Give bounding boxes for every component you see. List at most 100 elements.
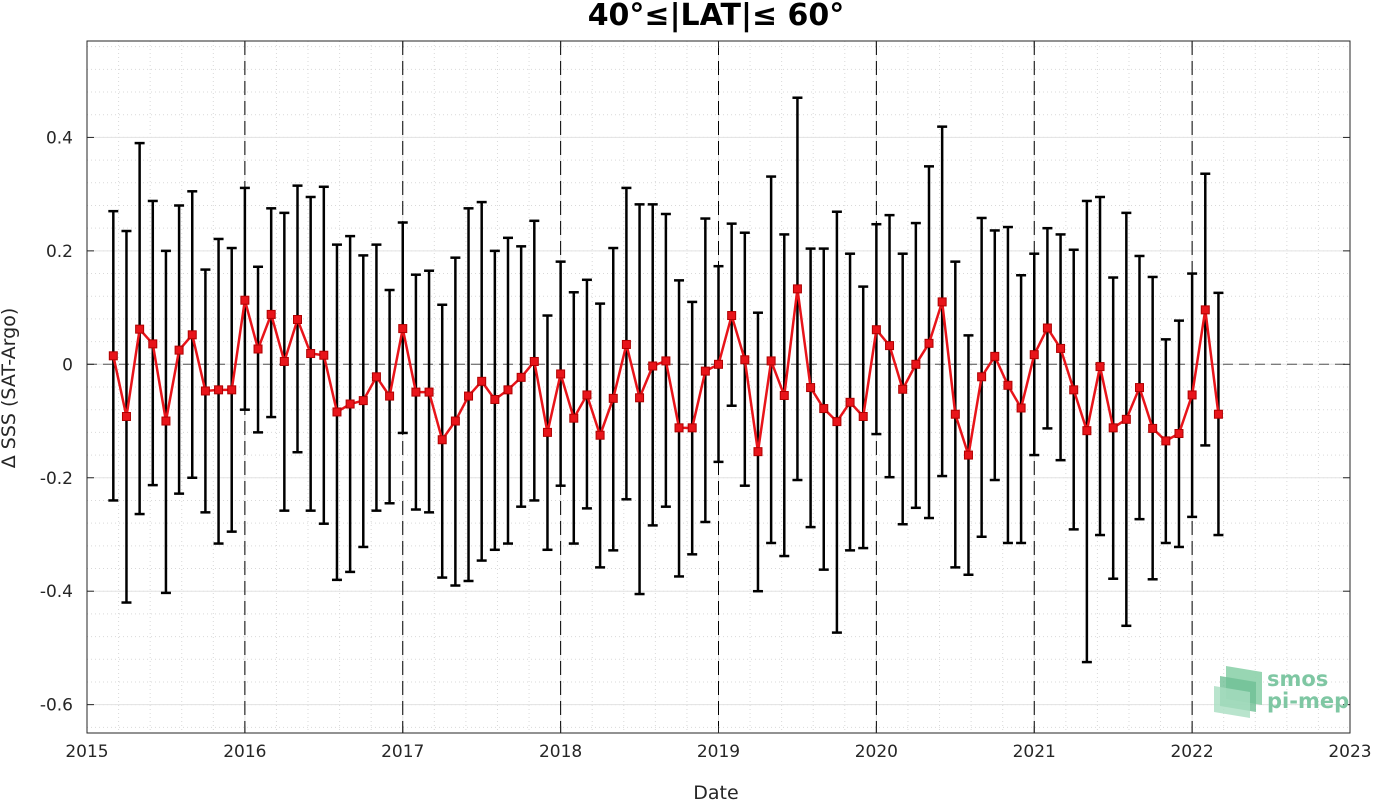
data-point <box>819 404 829 414</box>
x-tick-label: 2020 <box>855 742 898 762</box>
data-point <box>1056 343 1066 353</box>
data-point <box>924 338 934 348</box>
data-point <box>727 311 737 321</box>
data-point <box>319 350 329 360</box>
data-point <box>937 297 947 307</box>
data-point <box>648 361 658 371</box>
data-point <box>1174 429 1184 439</box>
y-tick-label: -0.2 <box>40 469 73 489</box>
data-point <box>398 324 408 334</box>
data-point <box>714 359 723 369</box>
data-point <box>1213 409 1223 419</box>
data-point <box>661 356 671 366</box>
y-tick-label: -0.6 <box>40 696 73 716</box>
data-point <box>371 372 381 382</box>
data-point <box>490 394 500 404</box>
data-point <box>135 324 145 334</box>
data-point <box>963 450 973 460</box>
data-point <box>556 369 566 379</box>
data-point <box>1121 414 1131 424</box>
data-point <box>582 390 592 400</box>
data-point <box>990 351 1000 361</box>
data-point <box>871 325 881 335</box>
data-point <box>621 339 631 349</box>
data-point <box>977 372 987 382</box>
data-point <box>437 435 447 445</box>
data-point <box>464 391 474 401</box>
data-point <box>753 447 763 457</box>
x-tick-label: 2023 <box>1328 742 1371 762</box>
y-tick-label: -0.4 <box>40 582 73 602</box>
series-markers <box>108 284 1223 460</box>
data-point <box>108 351 118 361</box>
data-point <box>306 349 316 359</box>
x-tick-label: 2021 <box>1013 742 1056 762</box>
data-point <box>1069 385 1079 395</box>
logo-graphic-icon <box>1214 666 1262 718</box>
data-point <box>253 344 263 354</box>
data-point <box>358 396 368 406</box>
data-point <box>187 330 197 340</box>
data-point <box>266 309 276 319</box>
data-point <box>293 315 302 325</box>
data-point <box>1029 350 1039 360</box>
data-point <box>121 411 131 421</box>
data-point <box>898 384 908 394</box>
data-point <box>174 345 184 355</box>
data-point <box>858 411 868 421</box>
smos-pi-mep-logo: smos pi-mep <box>1214 666 1349 718</box>
data-point <box>911 359 921 369</box>
data-point <box>635 393 645 403</box>
x-axis-ticks: 2015 2016 2017 2018 2019 2020 2021 2022 2023 <box>65 41 1372 762</box>
data-point <box>214 385 224 395</box>
x-tick-label: 2016 <box>223 742 266 762</box>
data-point <box>161 416 171 426</box>
data-point <box>227 385 237 395</box>
x-tick-label: 2022 <box>1170 742 1213 762</box>
data-point <box>740 355 750 365</box>
data-point <box>569 413 579 423</box>
data-point <box>845 397 855 407</box>
data-point <box>542 427 552 437</box>
data-point <box>1016 403 1026 413</box>
y-tick-label: 0 <box>62 355 73 375</box>
y-axis-label: Δ SSS (SAT-Argo) <box>0 308 20 468</box>
data-point <box>806 383 816 393</box>
data-point <box>200 386 210 396</box>
y-tick-label: 0.4 <box>46 128 73 148</box>
y-axis-ticks: 0.4 0.2 0 -0.2 -0.4 -0.6 <box>40 128 1350 716</box>
chart-title: 40°≤|LAT|≤ 60° <box>588 0 845 33</box>
data-point <box>279 356 289 366</box>
x-tick-label: 2015 <box>65 742 108 762</box>
data-point <box>148 339 158 349</box>
data-point <box>1003 380 1013 390</box>
data-point <box>424 387 434 397</box>
data-point <box>1108 423 1118 433</box>
x-tick-label: 2019 <box>697 742 740 762</box>
data-point <box>529 356 539 366</box>
data-point <box>595 430 605 440</box>
data-point <box>779 391 789 401</box>
logo-text-pi-mep: pi-mep <box>1267 689 1349 713</box>
x-axis-label: Date <box>693 782 738 801</box>
data-point <box>1042 323 1052 333</box>
data-point <box>1095 362 1105 372</box>
y-tick-label: 0.2 <box>46 242 73 262</box>
data-point <box>832 417 842 427</box>
data-point <box>411 387 421 397</box>
data-point <box>1187 390 1197 400</box>
data-point <box>766 356 776 366</box>
data-point <box>792 284 802 294</box>
data-point <box>674 423 684 433</box>
data-point <box>885 341 895 351</box>
data-point <box>332 407 342 417</box>
data-point <box>240 295 250 305</box>
data-point <box>1082 426 1092 436</box>
data-point <box>1161 436 1171 446</box>
data-point <box>503 385 513 395</box>
data-point <box>1135 383 1144 393</box>
x-tick-label: 2017 <box>381 742 424 762</box>
data-point <box>1148 423 1158 433</box>
data-point <box>450 416 460 426</box>
